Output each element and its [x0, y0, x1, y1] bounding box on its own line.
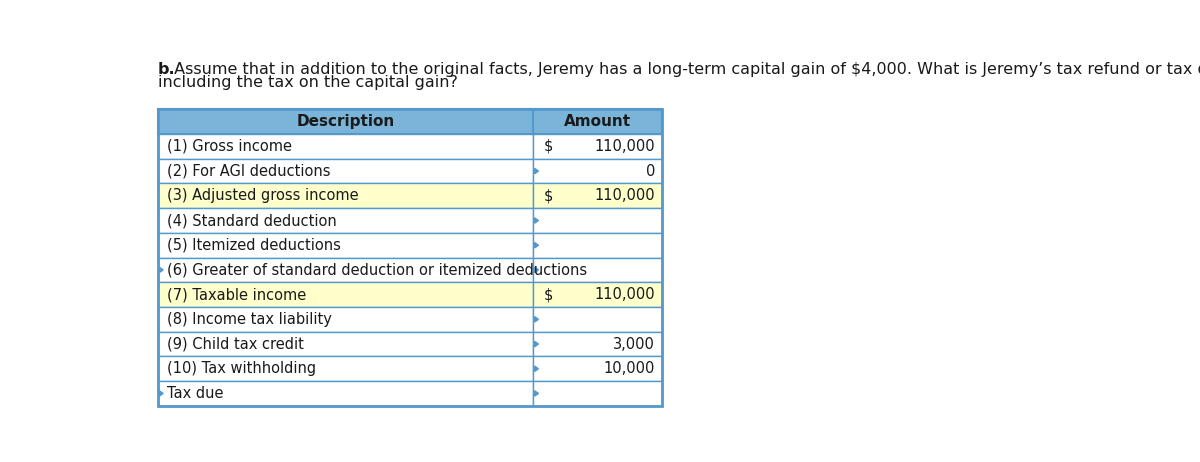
Text: (1) Gross income: (1) Gross income — [167, 139, 292, 154]
Bar — [157, 257, 533, 282]
Bar — [157, 159, 533, 183]
Text: (7) Taxable income: (7) Taxable income — [167, 287, 306, 302]
Text: 10,000: 10,000 — [604, 361, 655, 376]
Text: b.: b. — [157, 61, 175, 77]
Bar — [533, 381, 661, 406]
Text: (6) Greater of standard deduction or itemized deductions: (6) Greater of standard deduction or ite… — [167, 262, 587, 277]
Text: 110,000: 110,000 — [595, 287, 655, 302]
Bar — [533, 307, 661, 332]
Text: (8) Income tax liability: (8) Income tax liability — [167, 312, 332, 327]
Polygon shape — [534, 366, 539, 371]
Text: $: $ — [544, 287, 553, 302]
Text: Description: Description — [296, 114, 395, 129]
Bar — [157, 233, 533, 258]
Polygon shape — [534, 218, 539, 223]
Polygon shape — [534, 169, 539, 174]
Polygon shape — [534, 391, 539, 396]
Polygon shape — [534, 341, 539, 346]
Text: (2) For AGI deductions: (2) For AGI deductions — [167, 164, 330, 179]
Polygon shape — [160, 267, 163, 273]
Bar — [157, 208, 533, 233]
Bar — [533, 282, 661, 307]
Text: 3,000: 3,000 — [613, 336, 655, 352]
Text: (3) Adjusted gross income: (3) Adjusted gross income — [167, 188, 359, 203]
Bar — [533, 159, 661, 183]
Bar — [533, 233, 661, 258]
Polygon shape — [534, 316, 539, 322]
Text: including the tax on the capital gain?: including the tax on the capital gain? — [157, 75, 457, 91]
Bar — [157, 332, 533, 356]
Text: Amount: Amount — [564, 114, 631, 129]
Text: 110,000: 110,000 — [595, 139, 655, 154]
Text: Assume that in addition to the original facts, Jeremy has a long-term capital ga: Assume that in addition to the original … — [168, 61, 1200, 77]
Text: (10) Tax withholding: (10) Tax withholding — [167, 361, 316, 376]
Polygon shape — [534, 267, 539, 273]
Text: $: $ — [544, 188, 553, 203]
Bar — [157, 134, 533, 159]
Bar — [157, 109, 661, 406]
Bar — [157, 307, 533, 332]
Bar — [157, 381, 533, 406]
Text: (4) Standard deduction: (4) Standard deduction — [167, 213, 337, 228]
Polygon shape — [534, 243, 539, 248]
Bar — [157, 109, 661, 134]
Bar — [533, 356, 661, 381]
Text: 110,000: 110,000 — [595, 188, 655, 203]
Text: 0: 0 — [646, 164, 655, 179]
Bar — [533, 257, 661, 282]
Bar — [157, 356, 533, 381]
Bar — [533, 208, 661, 233]
Text: (9) Child tax credit: (9) Child tax credit — [167, 336, 304, 352]
Bar — [533, 134, 661, 159]
Text: (5) Itemized deductions: (5) Itemized deductions — [167, 238, 341, 253]
Bar — [533, 332, 661, 356]
Bar — [533, 183, 661, 208]
Bar — [157, 282, 533, 307]
Text: Tax due: Tax due — [167, 386, 223, 401]
Bar — [157, 183, 533, 208]
Polygon shape — [160, 391, 163, 396]
Text: $: $ — [544, 139, 553, 154]
